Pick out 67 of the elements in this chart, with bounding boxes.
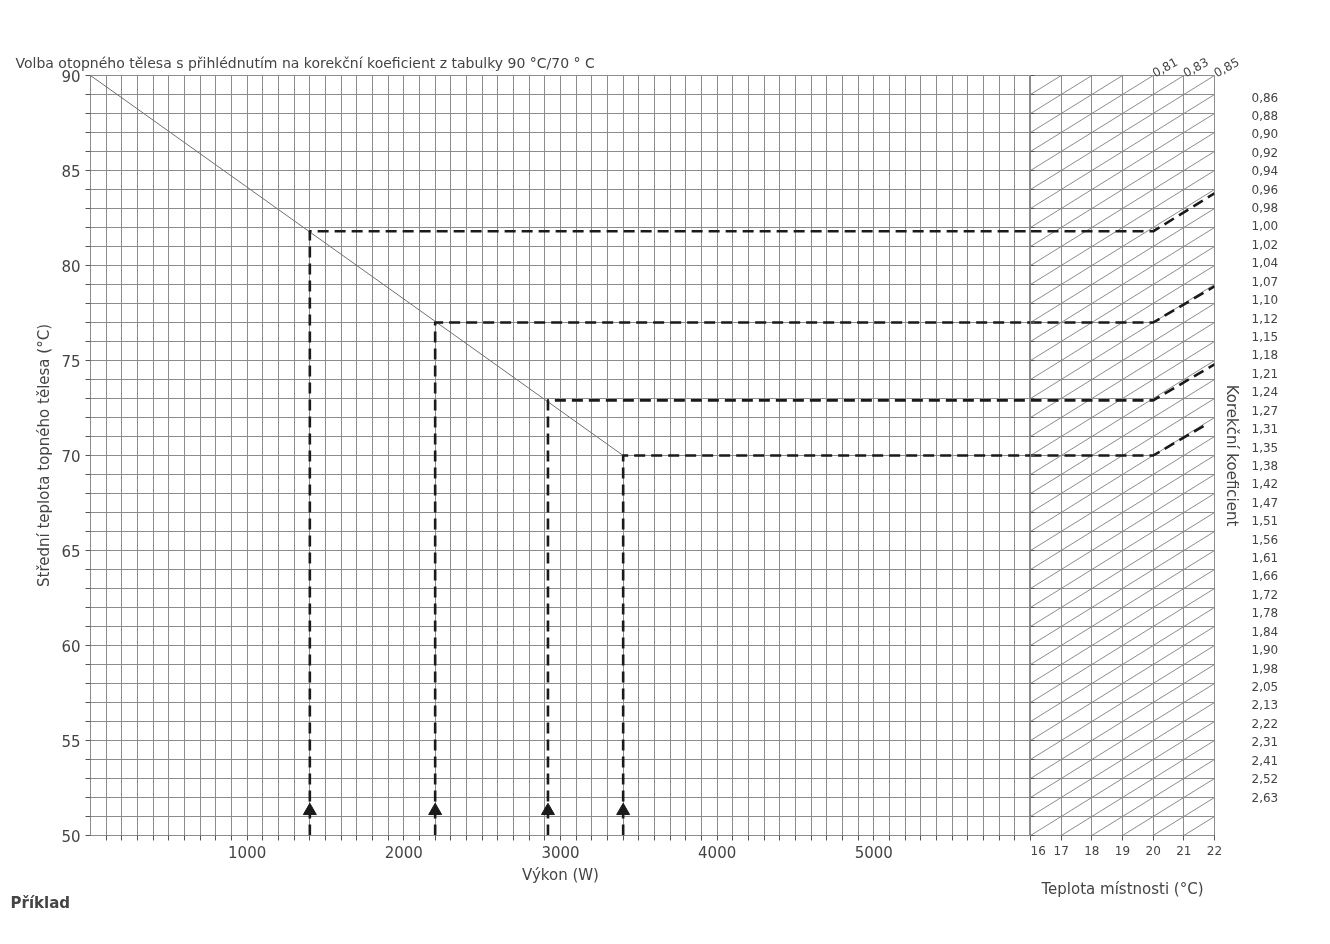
x-tick-label: 20 [1145, 843, 1161, 858]
text: 1,42 [1251, 477, 1279, 492]
text: 1,12 [1251, 311, 1279, 326]
text: 1,15 [1251, 330, 1279, 345]
x-tick-label: 4000 [698, 843, 737, 862]
text: 1,02 [1251, 237, 1279, 252]
text: 1,00 [1251, 219, 1279, 234]
text: 1,72 [1251, 587, 1279, 602]
x-tick-label: 3000 [541, 843, 580, 862]
text: 1,24 [1251, 385, 1279, 400]
x-tick-label: 16 [1030, 843, 1046, 858]
text: 2,52 [1251, 772, 1279, 787]
y-axis-title: Střední teplota topného tělesa (°C) [35, 324, 54, 587]
text: 1,78 [1251, 606, 1279, 621]
text: 1,31 [1251, 422, 1279, 437]
y-tick-label: 70 [61, 447, 81, 466]
annotation: 0,83 [1180, 54, 1211, 81]
x-axis-title: Teplota místnosti (°C) [1040, 879, 1204, 898]
text: 2,63 [1251, 790, 1279, 805]
text: 0,96 [1251, 182, 1279, 197]
y-tick-label: 65 [61, 542, 81, 561]
x-tick-label: 1000 [228, 843, 267, 862]
text: 0,88 [1251, 108, 1279, 123]
text: 0,94 [1251, 164, 1279, 179]
text: 1,35 [1251, 440, 1279, 455]
text: 2,31 [1251, 735, 1279, 750]
y-tick-label: 75 [61, 352, 81, 371]
text: 1,61 [1251, 551, 1279, 566]
text: 2,05 [1251, 679, 1279, 694]
text: 1,38 [1251, 458, 1279, 473]
text: 1,04 [1251, 256, 1279, 271]
y-tick-label: 50 [61, 827, 81, 846]
x-tick-label: 21 [1176, 843, 1192, 858]
x-axis-title: Výkon (W) [522, 865, 599, 884]
text: 1,27 [1251, 403, 1279, 418]
x-tick-label: 22 [1206, 843, 1223, 858]
text: Příklad [10, 893, 71, 912]
x-tick-label: 2000 [384, 843, 423, 862]
x-tick-label: 17 [1053, 843, 1069, 858]
text: 1,84 [1251, 624, 1279, 639]
y-tick-label: 85 [61, 162, 81, 181]
annotation: 0,85 [1211, 54, 1242, 81]
text: 0,86 [1251, 90, 1279, 105]
text: 1,66 [1251, 569, 1279, 584]
y-tick-label: 60 [61, 637, 81, 656]
text: 1,18 [1251, 348, 1279, 363]
y2-axis-title: Korekční koeficient [1222, 384, 1241, 527]
text: 1,98 [1251, 661, 1279, 676]
text: 1,90 [1251, 643, 1279, 658]
text: 1,47 [1251, 495, 1279, 510]
text: 0,98 [1251, 201, 1279, 216]
text: 1,51 [1251, 514, 1279, 529]
text: 2,41 [1251, 753, 1279, 768]
x-tick-label: 5000 [854, 843, 893, 862]
x-tick-label: 19 [1114, 843, 1131, 858]
text: 0,92 [1251, 145, 1279, 160]
y-tick-label: 55 [61, 732, 81, 751]
text: 0,90 [1251, 127, 1279, 142]
text: 2,13 [1251, 698, 1279, 713]
annotation: 0,81 [1150, 54, 1181, 81]
text: 1,56 [1251, 532, 1279, 547]
text: 1,10 [1251, 293, 1279, 308]
text: 1,21 [1251, 366, 1279, 381]
text: 2,22 [1251, 716, 1279, 731]
y-tick-label: 80 [61, 257, 81, 276]
x-tick-label: 18 [1084, 843, 1100, 858]
text: 1,07 [1251, 274, 1279, 289]
